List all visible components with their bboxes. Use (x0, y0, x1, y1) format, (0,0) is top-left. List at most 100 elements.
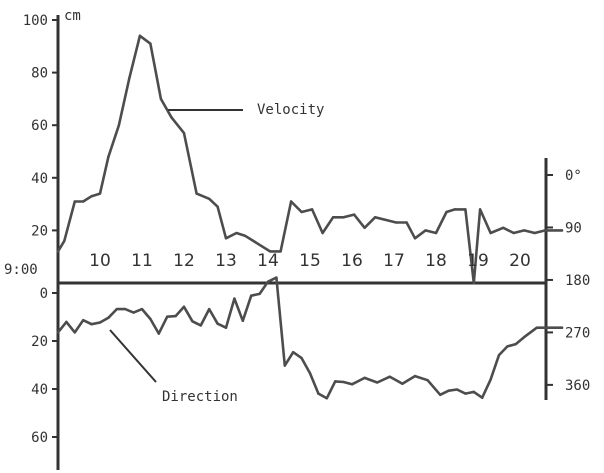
hour-label: 11 (131, 251, 153, 271)
velocity-point (63, 239, 66, 243)
left-lower-tick-label: 0 (40, 286, 48, 302)
velocity-point (82, 200, 85, 203)
hour-label: 10 (89, 251, 111, 271)
direction-point (464, 392, 467, 395)
left-upper-tick-label: 100 (23, 13, 48, 29)
hour-label: 12 (173, 251, 195, 271)
direction-point (250, 294, 253, 297)
hour-label: 17 (383, 251, 405, 271)
velocity-point (384, 218, 387, 222)
velocity-point (128, 76, 131, 80)
velocity-point (260, 244, 263, 248)
direction-point (224, 326, 228, 329)
direction-point (497, 353, 501, 357)
direction-point (98, 321, 102, 324)
velocity-point (159, 97, 163, 101)
velocity-point (268, 250, 272, 253)
direction-point (489, 378, 492, 381)
velocity-point (554, 229, 557, 232)
direction-point (481, 396, 484, 399)
direction-point (73, 331, 77, 334)
velocity-point (300, 210, 303, 214)
velocity-point (224, 237, 228, 240)
direction-point (523, 335, 526, 339)
velocity-point (445, 210, 448, 214)
velocity-point (373, 216, 377, 219)
direction-point (65, 320, 68, 324)
right-tick-label: 180 (565, 273, 590, 289)
velocity-point (216, 205, 219, 208)
velocity-point (117, 124, 121, 127)
velocity-point (512, 231, 515, 235)
velocity-point (472, 281, 475, 285)
direction-point (413, 374, 417, 378)
direction-leader-line (109, 329, 157, 383)
direction-point (342, 380, 345, 384)
direction-point (426, 379, 429, 382)
velocity-point (331, 216, 335, 219)
velocity-point (149, 42, 152, 45)
hour-label: 15 (299, 251, 321, 271)
velocity-point (182, 131, 186, 135)
velocity-label: Velocity (257, 102, 324, 118)
velocity-point (243, 234, 247, 237)
direction-point (283, 364, 286, 367)
direction-line (56, 276, 564, 400)
velocity-point (310, 208, 314, 211)
velocity-point (533, 231, 536, 235)
direction-point (140, 307, 144, 311)
direction-point (241, 319, 244, 322)
direction-point (334, 380, 337, 383)
direction-point (182, 305, 186, 308)
direction-point (401, 382, 404, 385)
direction-point (132, 311, 135, 314)
velocity-point (478, 208, 482, 211)
velocity-point (138, 34, 142, 37)
hour-label: 18 (425, 251, 447, 271)
direction-point (258, 292, 261, 296)
direction-point (124, 307, 127, 311)
left-upper-tick-label: 40 (31, 171, 48, 187)
right-tick-label: 0° (565, 168, 582, 184)
velocity-point (363, 226, 366, 229)
hour-label: 9:00 (4, 262, 38, 278)
velocity-point (502, 226, 505, 229)
velocity-point (453, 208, 457, 211)
velocity-point (56, 250, 60, 253)
velocity-point (394, 221, 398, 224)
direction-point (376, 381, 379, 384)
left-upper-tick-label: 80 (31, 66, 48, 82)
direction-point (199, 324, 202, 327)
direction-point (514, 342, 517, 346)
direction-point (107, 316, 110, 320)
velocity-point (523, 229, 526, 232)
velocity-point (544, 229, 547, 232)
velocity-point (413, 237, 417, 240)
direction-point (455, 388, 459, 391)
velocity-point (208, 197, 211, 201)
direction-point (308, 372, 312, 375)
direction-point (439, 393, 442, 396)
direction-point (275, 276, 278, 279)
direction-point (472, 390, 475, 394)
hour-label: 20 (509, 251, 531, 271)
right-tick-label: 270 (565, 325, 590, 341)
direction-point (166, 315, 169, 318)
velocity-point (195, 192, 198, 195)
velocity-point (321, 231, 324, 235)
direction-point (149, 317, 152, 321)
hour-label: 16 (341, 251, 363, 271)
velocity-point (73, 200, 77, 203)
direction-point (266, 280, 270, 283)
direction-series (56, 276, 564, 400)
velocity-point (90, 195, 93, 198)
hour-label: 19 (467, 251, 489, 271)
direction-point (82, 318, 85, 322)
direction-point (447, 389, 450, 392)
velocity-point (170, 116, 173, 119)
velocity-point (342, 216, 345, 219)
direction-point (300, 356, 303, 360)
direction-point (388, 375, 391, 378)
direction-point (191, 320, 194, 323)
